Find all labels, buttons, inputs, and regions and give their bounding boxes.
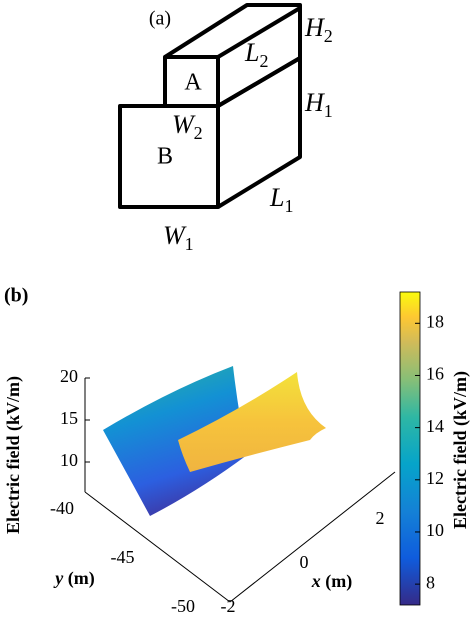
colorbar-tick-label: 10 (426, 520, 444, 540)
axis-unit: (m) (68, 568, 95, 589)
axis-label: y (m) (53, 568, 94, 589)
panel-label: (b) (4, 285, 28, 307)
y-tick-label: -50 (171, 596, 195, 616)
colorbar-tick-label: 12 (426, 468, 444, 488)
dimension-subscript: 2 (324, 26, 333, 46)
dimension-label: H2 (304, 13, 333, 46)
x-tick-label: -2 (221, 596, 236, 616)
dimension-label: L2 (244, 38, 268, 71)
dimension-subscript: 2 (194, 123, 203, 143)
panel-label: (a) (149, 8, 171, 30)
axis-variable: y (53, 568, 64, 588)
axis-variable: x (311, 571, 321, 591)
colorbar-label: Electric field (kV/m) (450, 371, 471, 529)
z-tick-label: 15 (60, 408, 78, 428)
x-tick-label: 2 (376, 508, 385, 528)
dimension-subscript: 1 (284, 196, 293, 216)
x-tick-label: 0 (300, 552, 309, 572)
y-tick-label: -40 (50, 498, 74, 518)
dimension-subscript: 1 (185, 234, 194, 254)
dimension-symbol: W (172, 110, 196, 139)
colorbar-tick-label: 14 (426, 416, 444, 436)
z-tick-label: 10 (60, 450, 78, 470)
surface-a (178, 372, 326, 472)
dimension-label: L1 (269, 183, 293, 216)
axis-label: x (m) (311, 571, 352, 592)
dimension-subscript: 2 (259, 51, 268, 71)
dimension-symbol: W (163, 221, 187, 250)
dimension-symbol: H (304, 13, 325, 42)
block-label: A (184, 70, 202, 96)
dimension-label: W2 (172, 110, 203, 143)
colorbar-tick-label: 8 (426, 572, 435, 592)
z-axis-label: Electric field (kV/m) (3, 376, 24, 534)
colorbar (399, 291, 421, 606)
y-tick-label: -45 (111, 547, 135, 567)
dimension-subscript: 1 (324, 101, 333, 121)
surface-b (103, 366, 247, 516)
dimension-symbol: L (244, 38, 259, 67)
z-tick-label: 20 (60, 366, 78, 386)
colorbar-tick-label: 18 (426, 311, 444, 331)
axes-box (84, 378, 396, 603)
block-label: B (157, 144, 173, 170)
dimension-symbol: H (304, 88, 325, 117)
dimension-symbol: L (269, 183, 284, 212)
dimension-label: W1 (163, 221, 194, 254)
block-diagram (118, 3, 302, 209)
axis-unit: (m) (325, 571, 352, 592)
colorbar-tick-label: 16 (426, 364, 444, 384)
dimension-label: H1 (304, 88, 333, 121)
